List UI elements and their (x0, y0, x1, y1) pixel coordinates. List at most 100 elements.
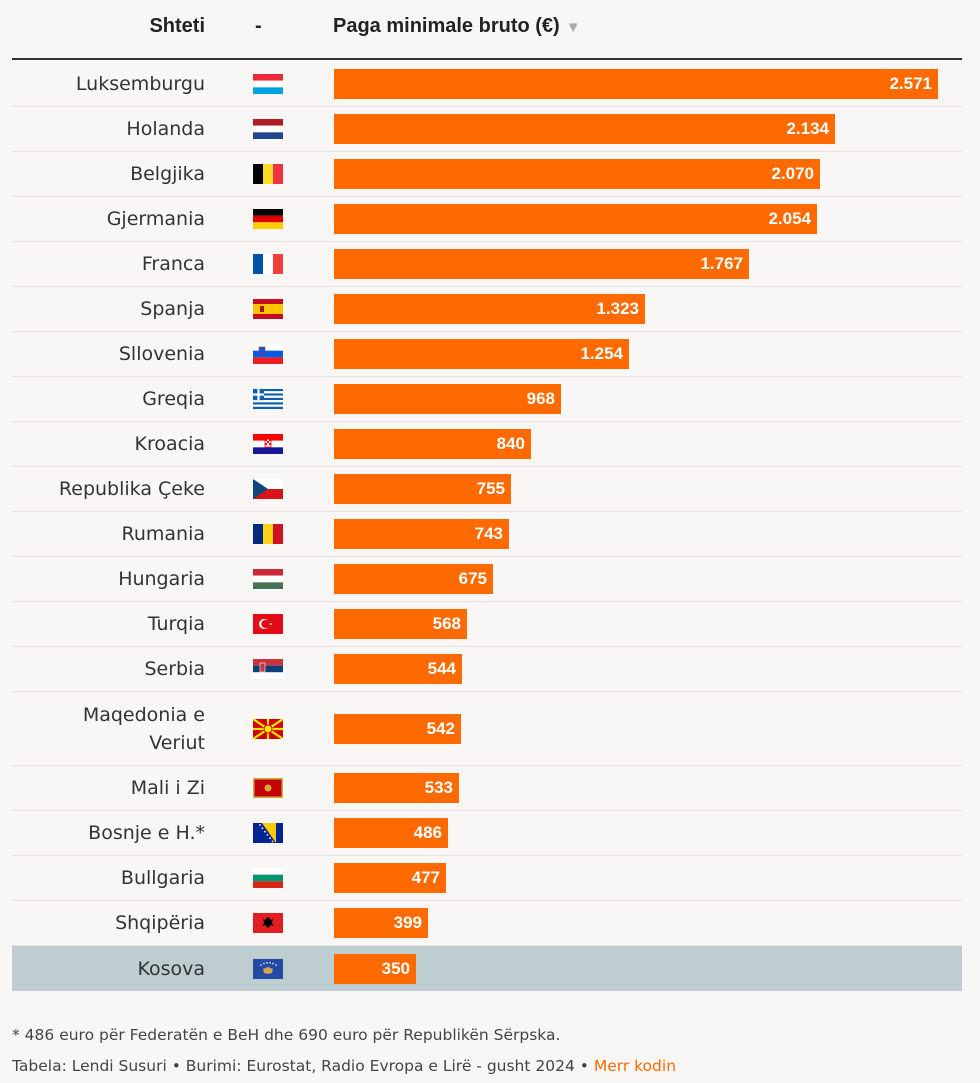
serbia-flag-icon (253, 659, 283, 679)
table-row: Bullgaria 477 (12, 856, 962, 901)
bar-value-label: 755 (476, 479, 505, 498)
country-name: Spanja (140, 298, 205, 320)
table-row: Luksemburgu 2.571 (12, 62, 962, 107)
country-name: Holanda (126, 118, 205, 140)
north-macedonia-flag-icon (253, 718, 283, 739)
slovenia-flag-icon (253, 344, 283, 364)
bar: 755 (334, 474, 511, 504)
france-flag-icon (253, 254, 283, 274)
albania-flag-icon (253, 913, 283, 933)
bar: 2.054 (334, 204, 817, 234)
bar-value-label: 533 (424, 778, 453, 797)
credit-line: Tabela: Lendi Susuri • Burimi: Eurostat,… (12, 1055, 962, 1077)
belgium-flag-icon (253, 164, 283, 184)
bar-value-label: 840 (496, 434, 525, 453)
bar-value-label: 486 (413, 823, 442, 842)
bar: 743 (334, 519, 509, 549)
country-name: Shqipëria (115, 912, 205, 934)
wage-column-header[interactable]: Paga minimale bruto (€) ▼ (333, 15, 581, 38)
bosnia-flag-icon (253, 823, 283, 843)
bar-value-label: 350 (381, 958, 410, 978)
bar: 1.767 (334, 249, 749, 279)
table-row: Spanja 1.323 (12, 287, 962, 332)
bar-value-label: 743 (474, 524, 503, 543)
table-row: Serbia 544 (12, 647, 962, 692)
bar-value-label: 2.070 (771, 164, 814, 183)
country-name: Bosnje e H.* (88, 822, 205, 844)
bar-value-label: 568 (432, 614, 461, 633)
table-row: Mali i Zi 533 (12, 766, 962, 811)
bar-value-label: 477 (411, 868, 440, 887)
country-name: Turqia (147, 613, 205, 635)
bar-value-label: 399 (393, 913, 422, 932)
turkey-flag-icon (253, 614, 283, 634)
montenegro-flag-icon (253, 778, 283, 798)
country-name: Gjermania (106, 208, 205, 230)
country-name: Sllovenia (118, 343, 205, 365)
footnote: * 486 euro për Federatën e BeH dhe 690 e… (12, 1026, 561, 1044)
wage-column-label: Paga minimale bruto (€) (333, 15, 560, 37)
country-name: Republika Çeke (58, 478, 205, 500)
bar-value-label: 675 (458, 569, 487, 588)
bar: 350 (334, 953, 416, 984)
bar: 533 (334, 773, 459, 803)
table-row: Greqia 968 (12, 377, 962, 422)
bar-value-label: 1.323 (596, 299, 639, 318)
country-name: Serbia (144, 658, 205, 680)
bar-value-label: 2.134 (786, 119, 829, 138)
flag-column-header[interactable]: - (255, 15, 262, 37)
country-name: Greqia (142, 388, 205, 410)
table-row: Sllovenia 1.254 (12, 332, 962, 377)
luxembourg-flag-icon (253, 74, 283, 94)
bar: 399 (334, 908, 428, 938)
bar: 968 (334, 384, 561, 414)
bulgaria-flag-icon (253, 868, 283, 888)
bar-value-label: 2.571 (889, 74, 932, 93)
kosovo-flag-icon (253, 958, 283, 979)
country-name: Bullgaria (120, 867, 205, 889)
table-row: Belgjika 2.070 (12, 152, 962, 197)
table-row: Shqipëria 399 (12, 901, 962, 946)
get-code-link[interactable]: Merr kodin (593, 1057, 677, 1075)
table-row: Kroacia 840 (12, 422, 962, 467)
bar: 840 (334, 429, 531, 459)
bar: 1.254 (334, 339, 629, 369)
bar-value-label: 1.254 (580, 344, 623, 363)
table-row: Kosova 350 (12, 946, 962, 991)
sort-descending-icon[interactable]: ▼ (565, 19, 581, 36)
romania-flag-icon (253, 524, 283, 544)
bar-value-label: 968 (526, 389, 555, 408)
bar-value-label: 2.054 (768, 209, 811, 228)
germany-flag-icon (253, 209, 283, 229)
bar: 486 (334, 818, 448, 848)
country-column-header[interactable]: Shteti (149, 15, 205, 37)
table-row: Holanda 2.134 (12, 107, 962, 152)
country-name: Rumania (121, 523, 205, 545)
table-footer: * 486 euro për Federatën e BeH dhe 690 e… (12, 1024, 962, 1077)
table-row: Turqia 568 (12, 602, 962, 647)
country-name: Kroacia (134, 433, 206, 455)
bar: 477 (334, 863, 446, 893)
table-row: Republika Çeke 755 (12, 467, 962, 512)
table-header: Shteti - Paga minimale bruto (€) ▼ (12, 0, 962, 60)
table-row: Maqedonia e Veriut 542 (12, 692, 962, 766)
greece-flag-icon (253, 389, 283, 409)
table-row: Bosnje e H.* 486 (12, 811, 962, 856)
bar-value-label: 1.767 (700, 254, 743, 273)
country-name: Kosova (137, 957, 205, 980)
table-row: Franca 1.767 (12, 242, 962, 287)
bar: 2.571 (334, 69, 938, 99)
table-row: Gjermania 2.054 (12, 197, 962, 242)
bar: 1.323 (334, 294, 645, 324)
bar-value-label: 544 (427, 659, 456, 678)
country-name: Mali i Zi (130, 777, 205, 799)
country-name: Maqedonia e Veriut (82, 703, 205, 754)
country-name: Franca (141, 253, 205, 275)
bar: 675 (334, 564, 493, 594)
bar: 568 (334, 609, 467, 639)
table-row: Rumania 743 (12, 512, 962, 557)
hungary-flag-icon (253, 569, 283, 589)
croatia-flag-icon (253, 434, 283, 454)
bar: 2.070 (334, 159, 820, 189)
bar: 2.134 (334, 114, 835, 144)
